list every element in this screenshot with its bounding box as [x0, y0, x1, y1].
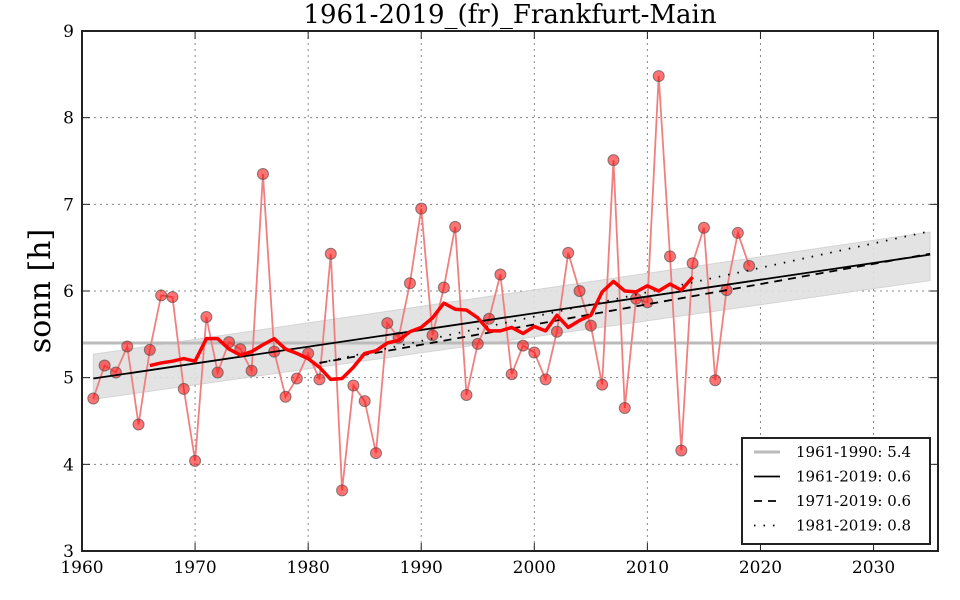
data-point [155, 289, 168, 302]
data-point [539, 373, 552, 386]
trend-lines-group [93, 230, 931, 380]
data-point [336, 484, 349, 497]
data-point [494, 268, 507, 281]
data-point [189, 454, 202, 467]
y-axis-label: sonn [h] [23, 229, 58, 353]
data-point [324, 247, 337, 260]
data-point [596, 378, 609, 391]
data-point [370, 447, 383, 460]
data-point [641, 296, 654, 309]
data-point [449, 220, 462, 233]
data-point [98, 359, 111, 372]
y-tick-label: 3 [63, 542, 74, 562]
x-tick-label: 2000 [513, 558, 556, 578]
data-point [573, 285, 586, 297]
data-point [279, 390, 292, 403]
data-point [290, 372, 303, 385]
data-point [200, 311, 213, 323]
x-tick-label: 1990 [400, 558, 443, 578]
y-tick-label: 6 [63, 282, 74, 302]
data-point [607, 154, 620, 167]
data-point [313, 373, 326, 386]
legend-label: 1961-1990: 5.4 [796, 443, 911, 461]
y-tick-label: 9 [63, 22, 74, 42]
data-point [550, 325, 563, 338]
data-point [652, 70, 665, 83]
x-tick-label: 1980 [287, 558, 330, 578]
smoothed-line [149, 275, 694, 382]
data-point [121, 340, 134, 353]
data-point [403, 277, 416, 290]
x-tick-label: 1960 [60, 558, 103, 578]
x-tick-label: 2020 [739, 558, 782, 578]
data-point [381, 317, 394, 330]
x-tick-label: 2030 [852, 558, 895, 578]
smoothed-group [149, 275, 694, 382]
data-point [517, 339, 530, 352]
y-tick-label: 5 [63, 369, 74, 389]
data-point [426, 329, 439, 342]
data-point [731, 226, 744, 239]
data-point [697, 221, 710, 234]
axis-ticks: 1960 1970 1980 1990 2000 2010 2020 2030 3 4 5 6 7 8 9 [60, 22, 938, 578]
data-point [664, 250, 677, 263]
data-point [415, 202, 428, 215]
trend-line-dashed [319, 252, 931, 364]
data-point [437, 281, 450, 294]
data-point [709, 374, 722, 387]
data-point [211, 366, 224, 379]
data-point [143, 343, 156, 356]
trend-line-solid [93, 253, 931, 380]
data-point [618, 402, 631, 414]
data-point [686, 257, 699, 270]
data-point [505, 368, 518, 381]
chart-title: 1961-2019_(fr)_Frankfurt-Main [303, 0, 716, 30]
data-point [256, 168, 269, 180]
data-point [87, 392, 100, 405]
data-point [584, 319, 597, 332]
y-tick-label: 7 [63, 195, 74, 215]
data-point [245, 364, 258, 377]
legend-label: 1961-2019: 0.6 [796, 468, 911, 486]
data-point [460, 389, 473, 401]
y-tick-label: 8 [63, 109, 74, 129]
y-tick-label: 4 [63, 455, 74, 475]
legend-label: 1981-2019: 0.8 [796, 517, 911, 535]
data-point [471, 337, 484, 350]
data-point [166, 291, 179, 304]
x-tick-label: 2010 [626, 558, 669, 578]
observations-group [87, 70, 756, 497]
data-point [177, 382, 190, 395]
x-tick-label: 1970 [173, 558, 216, 578]
data-point [675, 444, 688, 457]
data-point [358, 395, 371, 408]
legend-label: 1971-2019: 0.6 [796, 492, 911, 510]
data-point [743, 259, 756, 272]
data-point [528, 346, 541, 359]
data-point [347, 379, 360, 392]
data-point [562, 246, 575, 259]
legend: 1961-1990: 5.4 1961-2019: 0.6 1971-2019: 0… [741, 437, 931, 545]
data-point [132, 418, 145, 431]
